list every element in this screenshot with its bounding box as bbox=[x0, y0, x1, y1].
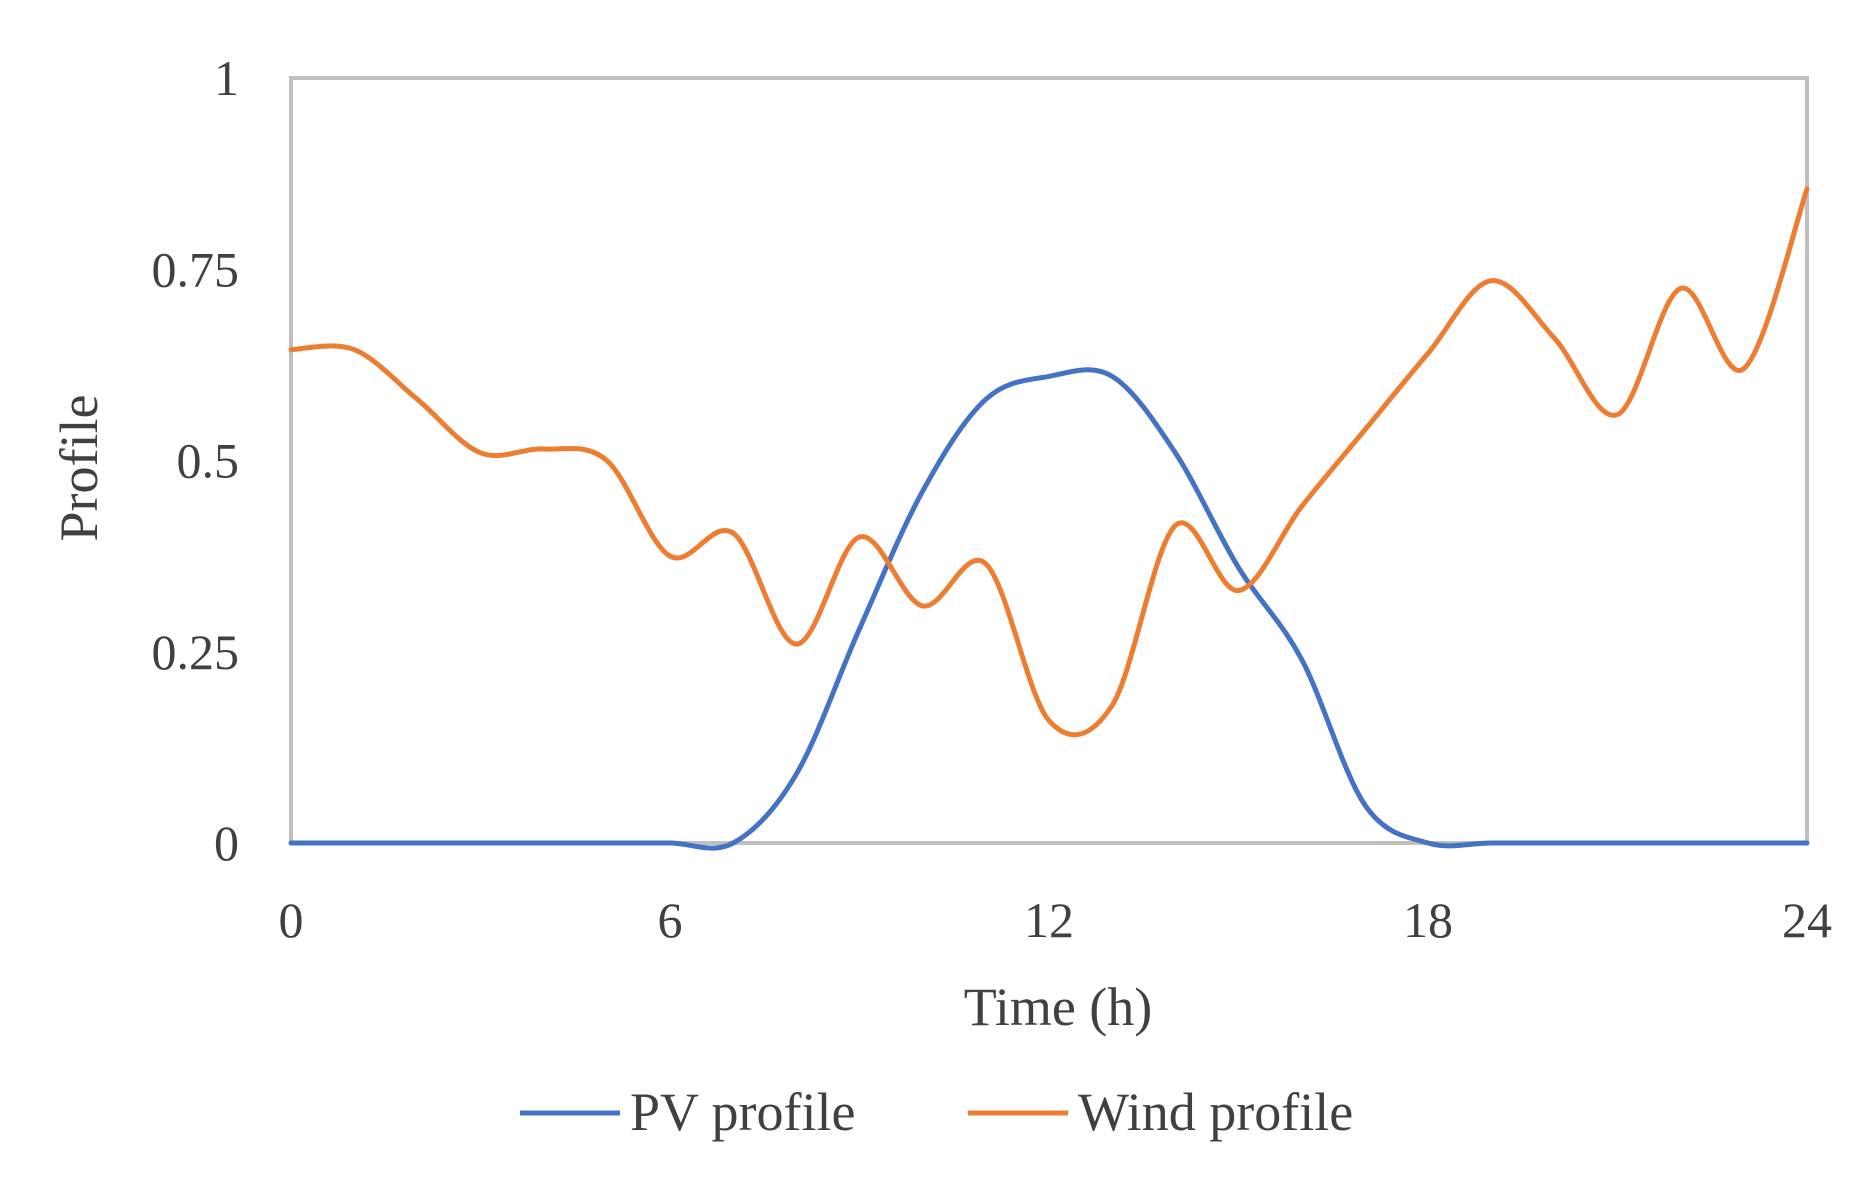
y-tick-label: 1 bbox=[214, 50, 239, 106]
x-axis-title: Time (h) bbox=[964, 977, 1153, 1037]
series-line-pv-profile bbox=[288, 367, 1810, 851]
y-tick-label: 0.5 bbox=[177, 433, 240, 489]
y-axis-title: Profile bbox=[49, 395, 109, 542]
x-tick-label: 18 bbox=[1403, 892, 1453, 948]
series-line-wind-profile bbox=[288, 186, 1810, 738]
legend: PV profile Wind profile bbox=[520, 1082, 1353, 1142]
x-tick-label: 12 bbox=[1024, 892, 1074, 948]
plot-area-border bbox=[289, 76, 1809, 845]
x-tick-label: 0 bbox=[279, 892, 304, 948]
x-tick-label: 6 bbox=[658, 892, 683, 948]
y-tick-label: 0.75 bbox=[152, 241, 240, 297]
legend-label-wind-profile: Wind profile bbox=[1078, 1082, 1353, 1142]
y-tick-label: 0.25 bbox=[152, 624, 240, 680]
x-tick-label: 24 bbox=[1782, 892, 1832, 948]
legend-label-pv-profile: PV profile bbox=[630, 1082, 856, 1142]
y-tick-label: 0 bbox=[214, 815, 239, 871]
